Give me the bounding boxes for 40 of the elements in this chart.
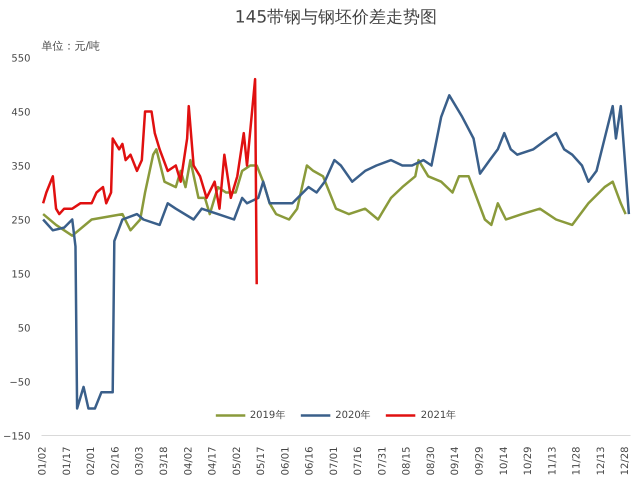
x-tick-label: 08/30	[426, 446, 437, 476]
y-tick-label: 250	[11, 216, 31, 226]
x-tick-label: 02/01	[86, 446, 98, 476]
x-tick-label: 07/01	[328, 446, 340, 476]
x-tick-label: 04/02	[183, 446, 194, 476]
y-tick-label: 150	[11, 270, 31, 280]
x-tick-label: 01/02	[38, 446, 49, 476]
legend-label: 2021年	[420, 409, 456, 422]
x-tick-label: 07/16	[353, 446, 364, 476]
x-tick-label: 06/16	[304, 446, 316, 476]
x-tick-label: 12/28	[620, 446, 632, 476]
y-tick-label: −50	[9, 378, 31, 388]
y-tick-label: −150	[3, 432, 31, 442]
x-tick-label: 04/17	[208, 446, 219, 476]
x-tick-label: 10/29	[523, 446, 534, 476]
x-tick-label: 06/01	[280, 446, 292, 476]
x-tick-label: 03/03	[134, 446, 146, 476]
x-tick-label: 05/17	[256, 446, 268, 476]
x-tick-label: 09/14	[450, 446, 462, 476]
x-tick-label: 10/14	[498, 446, 510, 476]
x-tick-label: 11/13	[547, 446, 558, 476]
text: 单位：元/吨	[42, 40, 100, 52]
x-tick-label: 08/15	[402, 446, 413, 476]
x-tick-label: 11/28	[572, 446, 583, 476]
x-tick-label: 09/29	[474, 446, 486, 476]
line-series	[42, 94, 630, 410]
x-tick-label: 01/17	[62, 446, 73, 476]
legend-label: 2020年	[335, 409, 371, 422]
y-tick-label: 550	[11, 54, 31, 64]
y-tick-label: 50	[18, 324, 31, 334]
legend-label: 2019年	[250, 409, 286, 422]
x-tick-label: 02/16	[110, 446, 122, 476]
chart-title: 145带钢与钢坯价差走势图	[234, 8, 438, 28]
y-tick-label: 450	[11, 108, 31, 118]
y-tick-label: 350	[11, 162, 31, 172]
x-tick-label: 05/02	[232, 446, 243, 476]
x-tick-label: 07/31	[377, 446, 388, 476]
x-tick-label: 03/18	[158, 446, 170, 476]
line-series	[42, 78, 258, 286]
x-tick-label: 12/13	[596, 446, 607, 476]
